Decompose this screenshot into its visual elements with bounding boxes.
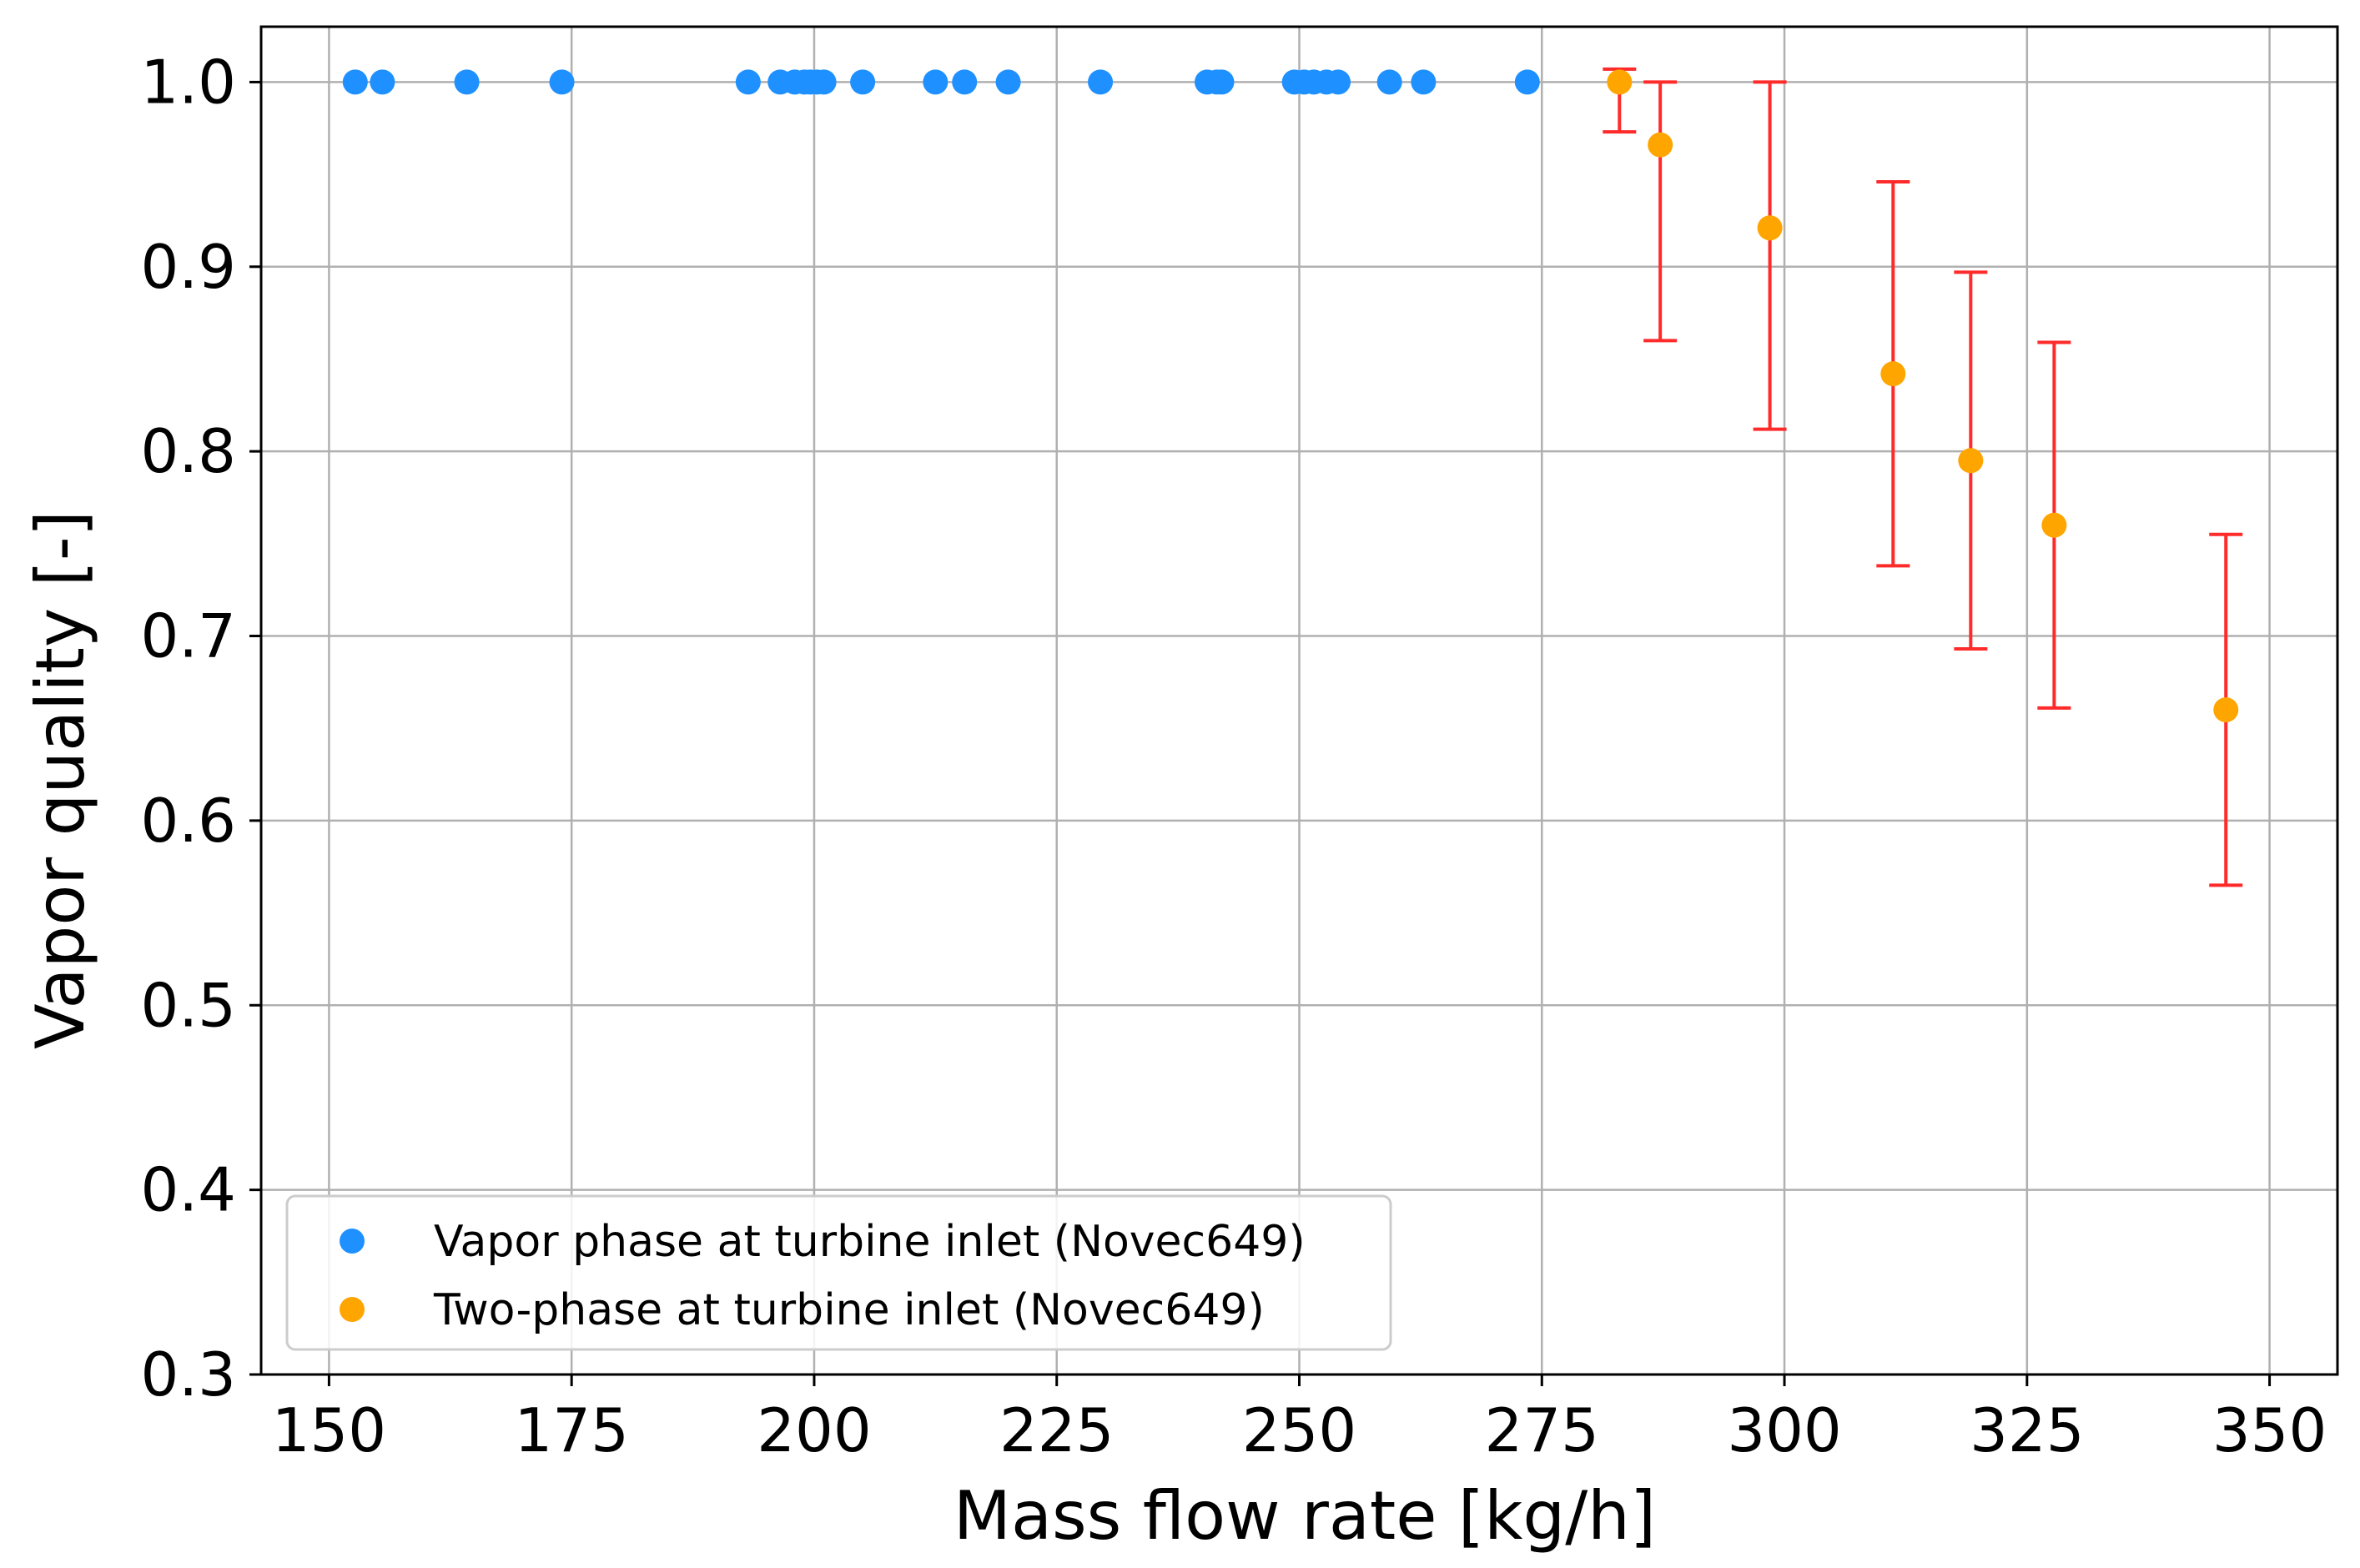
series-vapor-phase bbox=[342, 69, 1540, 95]
legend-marker-two-phase bbox=[340, 1297, 365, 1322]
data-point-vapor-phase bbox=[923, 69, 949, 95]
x-tick-label: 250 bbox=[1242, 1395, 1356, 1465]
y-tick-label: 0.8 bbox=[140, 416, 236, 486]
data-point-vapor-phase bbox=[995, 69, 1021, 95]
legend-label-vapor-phase: Vapor phase at turbine inlet (Novec649) bbox=[434, 1217, 1306, 1267]
data-point-two-phase bbox=[1607, 69, 1633, 95]
data-point-vapor-phase bbox=[370, 69, 395, 95]
data-point-two-phase bbox=[2213, 697, 2239, 723]
y-tick-label: 0.3 bbox=[140, 1339, 236, 1410]
data-point-vapor-phase bbox=[811, 69, 837, 95]
y-axis-label: Vapor quality [-] bbox=[22, 510, 99, 1049]
x-tick-label: 325 bbox=[1970, 1395, 2084, 1465]
y-tick-label: 1.0 bbox=[140, 47, 236, 117]
grid bbox=[261, 27, 2337, 1376]
x-tick-label: 275 bbox=[1485, 1395, 1599, 1465]
data-point-two-phase bbox=[1757, 215, 1783, 241]
data-point-vapor-phase bbox=[1326, 69, 1351, 95]
y-tick-label: 0.7 bbox=[140, 601, 236, 671]
legend: Vapor phase at turbine inlet (Novec649) … bbox=[285, 1194, 1392, 1351]
data-point-vapor-phase bbox=[549, 69, 575, 95]
x-axis-label: Mass flow rate [kg/h] bbox=[954, 1477, 1656, 1555]
legend-label-two-phase: Two-phase at turbine inlet (Novec649) bbox=[433, 1285, 1265, 1335]
data-point-vapor-phase bbox=[1088, 69, 1114, 95]
data-point-vapor-phase bbox=[1209, 69, 1235, 95]
y-tick-label: 0.6 bbox=[140, 786, 236, 856]
plot-area bbox=[342, 67, 2243, 887]
x-tick-label: 300 bbox=[1727, 1395, 1841, 1465]
x-tick-label: 150 bbox=[272, 1395, 386, 1465]
data-point-vapor-phase bbox=[850, 69, 876, 95]
y-tick-label: 0.9 bbox=[140, 232, 236, 302]
y-tick-label: 0.4 bbox=[140, 1155, 236, 1225]
data-point-two-phase bbox=[1958, 448, 1984, 474]
data-point-vapor-phase bbox=[1376, 69, 1402, 95]
data-point-vapor-phase bbox=[1514, 69, 1540, 95]
x-tick-label: 225 bbox=[999, 1395, 1114, 1465]
x-tick-label: 175 bbox=[514, 1395, 628, 1465]
y-tick-label: 0.5 bbox=[140, 970, 236, 1040]
data-point-vapor-phase bbox=[735, 69, 761, 95]
data-point-vapor-phase bbox=[342, 69, 368, 95]
legend-box bbox=[285, 1194, 1392, 1351]
data-point-two-phase bbox=[1648, 132, 1673, 158]
data-point-vapor-phase bbox=[952, 69, 978, 95]
data-point-two-phase bbox=[2041, 512, 2067, 538]
axis-ticks: 150 175 200 225 250 275 300 325 350 0.3 0.4 0.5 0.6 0… bbox=[140, 47, 2327, 1465]
legend-marker-vapor-phase bbox=[340, 1229, 365, 1254]
x-tick-label: 200 bbox=[757, 1395, 871, 1465]
x-tick-label: 350 bbox=[2212, 1395, 2327, 1465]
data-point-vapor-phase bbox=[454, 69, 480, 95]
series-two-phase bbox=[1603, 67, 2243, 887]
data-point-vapor-phase bbox=[1411, 69, 1437, 95]
data-point-two-phase bbox=[1880, 361, 1906, 387]
